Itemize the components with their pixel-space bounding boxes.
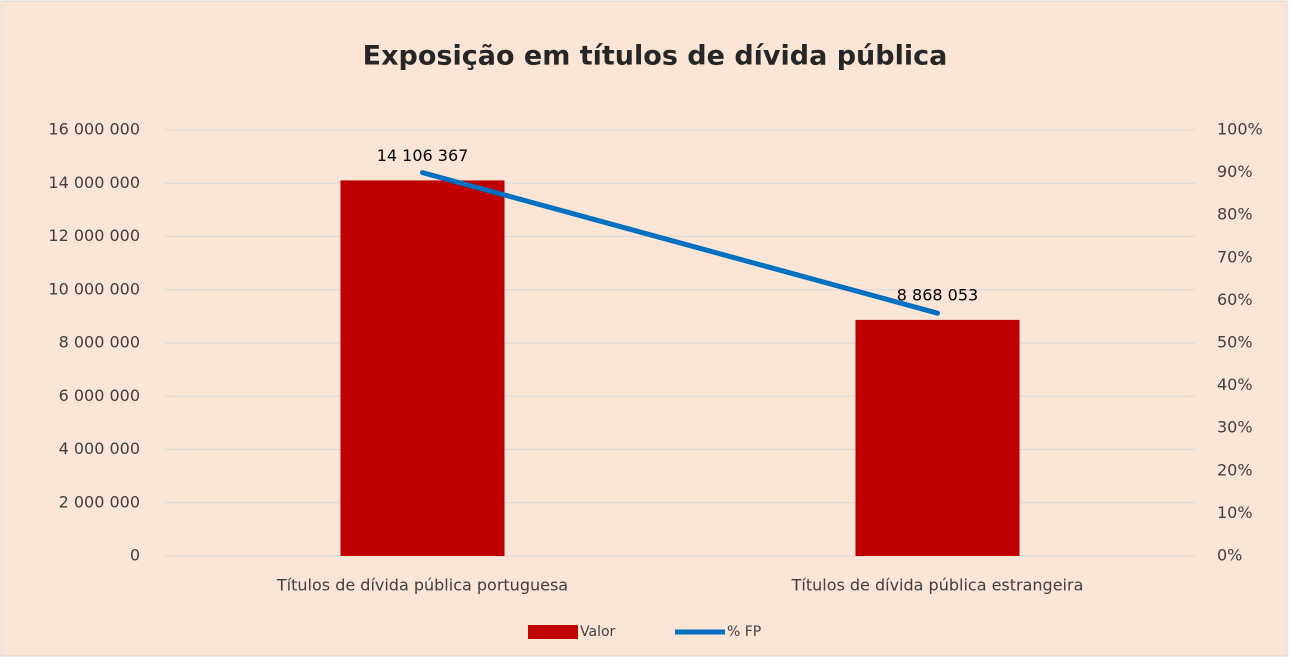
y2-tick-label: 20% (1217, 460, 1253, 479)
y2-tick-label: 90% (1217, 162, 1253, 181)
y-tick-label: 8 000 000 (59, 333, 140, 352)
y-tick-label: 10 000 000 (48, 279, 140, 298)
legend-label: Valor (580, 624, 616, 640)
y-tick-label: 12 000 000 (48, 226, 140, 245)
y-tick-label: 0 (130, 546, 140, 565)
y2-tick-label: 60% (1217, 290, 1253, 309)
legend-swatch (528, 625, 578, 639)
legend-label: % FP (727, 624, 761, 640)
chart-title: Exposição em títulos de dívida pública (363, 41, 948, 72)
y2-tick-label: 50% (1217, 333, 1253, 352)
y-tick-label: 6 000 000 (59, 386, 140, 405)
y2-tick-label: 10% (1217, 503, 1253, 522)
y2-tick-label: 100% (1217, 120, 1263, 139)
y-tick-label: 16 000 000 (48, 120, 140, 139)
y-tick-label: 2 000 000 (59, 492, 140, 511)
y-tick-label: 4 000 000 (59, 439, 140, 458)
data-label: 8 868 053 (897, 285, 978, 304)
y2-tick-label: 70% (1217, 247, 1253, 266)
bar (855, 319, 1020, 556)
y2-tick-label: 40% (1217, 375, 1253, 394)
x-tick-label: Títulos de dívida pública estrangeira (791, 576, 1084, 595)
y-tick-label: 14 000 000 (48, 173, 140, 192)
y2-tick-label: 0% (1217, 546, 1242, 565)
y2-tick-label: 30% (1217, 418, 1253, 437)
data-label: 14 106 367 (377, 146, 469, 165)
line (420, 170, 940, 316)
y2-tick-label: 80% (1217, 205, 1253, 224)
bar (340, 180, 505, 557)
x-tick-label: Títulos de dívida pública portuguesa (276, 576, 568, 595)
